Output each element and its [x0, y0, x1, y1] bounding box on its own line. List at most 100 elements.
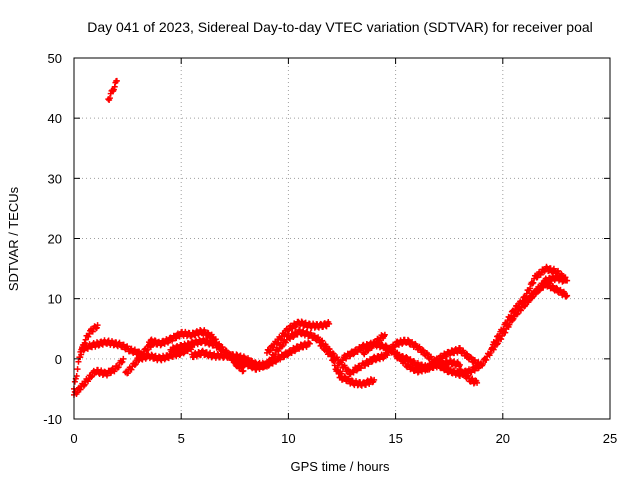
data-point — [530, 279, 537, 286]
data-point — [77, 386, 84, 393]
series-track-s — [456, 366, 481, 387]
data-point — [278, 343, 285, 350]
y-tick-label: 10 — [48, 292, 62, 307]
data-point — [475, 364, 482, 371]
data-point — [268, 358, 275, 365]
data-points — [71, 77, 571, 398]
y-tick-label: 0 — [55, 352, 62, 367]
data-point — [328, 353, 335, 360]
data-point — [279, 342, 286, 349]
data-point — [424, 366, 431, 373]
data-point — [180, 350, 187, 357]
data-point — [529, 280, 536, 287]
data-point — [264, 362, 271, 369]
data-point — [372, 341, 379, 348]
data-point — [270, 344, 277, 351]
data-point — [420, 347, 427, 354]
data-point — [89, 373, 96, 380]
series-track-r — [435, 313, 517, 379]
data-point — [381, 331, 388, 338]
y-tick-label: 20 — [48, 232, 62, 247]
data-point — [493, 337, 500, 344]
data-point — [183, 344, 190, 351]
data-point — [273, 340, 280, 347]
data-point — [94, 322, 101, 329]
data-point — [165, 355, 172, 362]
data-point — [71, 378, 78, 385]
axis-ticks — [73, 57, 611, 420]
data-point — [73, 372, 80, 379]
data-point — [306, 340, 313, 347]
x-tick-label: 5 — [178, 431, 185, 446]
data-point — [474, 379, 481, 386]
data-point — [282, 339, 289, 346]
data-point — [407, 356, 414, 363]
data-point — [125, 369, 132, 376]
data-point — [341, 373, 348, 380]
data-point — [522, 302, 529, 309]
data-point — [334, 363, 341, 370]
data-point — [371, 376, 378, 383]
data-point — [468, 369, 475, 376]
data-point — [464, 351, 471, 358]
data-point — [88, 374, 95, 381]
data-point — [188, 333, 195, 340]
data-point — [289, 325, 296, 332]
data-point — [272, 351, 279, 358]
x-axis-label: GPS time / hours — [291, 459, 390, 474]
data-point — [284, 352, 291, 359]
data-point — [557, 286, 564, 293]
data-point — [480, 360, 487, 367]
data-point — [447, 366, 454, 373]
data-point — [285, 327, 292, 334]
x-tick-label: 20 — [496, 431, 510, 446]
data-point — [536, 287, 543, 294]
data-point — [298, 318, 305, 325]
data-point — [375, 338, 382, 345]
series-track-q — [392, 344, 483, 373]
data-point — [414, 369, 421, 376]
data-point — [555, 267, 562, 274]
data-point — [525, 299, 532, 306]
data-point — [357, 365, 364, 372]
data-point — [233, 351, 240, 358]
data-point — [347, 352, 354, 359]
data-point — [409, 339, 416, 346]
data-point — [147, 344, 154, 351]
x-tick-labels: 0 5 10 15 20 25 — [70, 431, 617, 446]
data-point — [331, 362, 338, 369]
data-point — [143, 347, 150, 354]
y-tick-label: 30 — [48, 171, 62, 186]
data-point — [403, 354, 410, 361]
y-tick-labels: -10 0 10 20 30 40 50 — [43, 51, 62, 427]
data-point — [354, 349, 361, 356]
data-point — [345, 375, 352, 382]
data-point — [428, 353, 435, 360]
data-point — [81, 381, 88, 388]
data-point — [436, 360, 443, 367]
data-point — [115, 364, 122, 371]
data-point — [119, 358, 126, 365]
data-point — [456, 361, 463, 368]
data-point — [345, 366, 352, 373]
data-point — [106, 95, 113, 102]
series-track-c — [71, 355, 127, 398]
data-point — [131, 362, 138, 369]
series-track-v — [521, 278, 571, 310]
data-point — [282, 330, 289, 337]
data-point — [372, 357, 379, 364]
data-point — [320, 342, 327, 349]
data-point — [350, 351, 357, 358]
series-track-b — [105, 77, 120, 103]
data-point — [338, 370, 345, 377]
data-point — [564, 292, 571, 299]
data-point — [128, 366, 135, 373]
data-point — [461, 370, 468, 377]
x-tick-label: 15 — [388, 431, 402, 446]
data-point — [219, 343, 226, 350]
data-point — [323, 345, 330, 352]
data-point — [151, 337, 158, 344]
data-point — [80, 382, 87, 389]
